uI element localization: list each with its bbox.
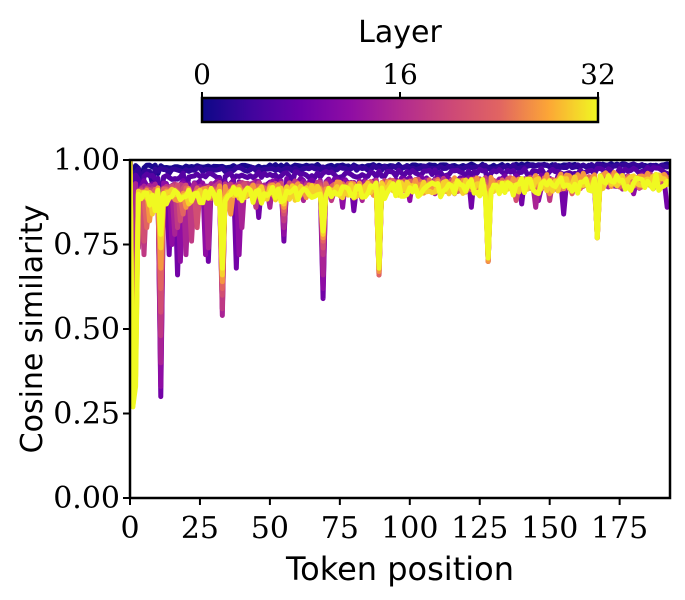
y-tick-label: 0.25 [53, 397, 120, 432]
x-tick-label: 75 [321, 511, 359, 546]
y-tick-label: 0.50 [53, 312, 120, 347]
x-axis: 0 25 50 75 100 125 150 175 [120, 498, 648, 546]
x-tick-label: 25 [181, 511, 219, 546]
series-line-layer-32 [130, 160, 670, 410]
colorbar-label: Layer [358, 15, 442, 50]
x-tick-label: 175 [591, 511, 648, 546]
colorbar-tick-label: 32 [580, 58, 616, 91]
series-group [130, 160, 670, 410]
y-tick-label: 1.00 [53, 143, 120, 178]
series-line-layer-3 [130, 160, 670, 204]
colorbar-ticks: 0 16 32 [193, 58, 616, 98]
colorbar-tick-label: 16 [382, 58, 418, 91]
x-tick-label: 150 [521, 511, 578, 546]
colorbar [200, 96, 600, 124]
y-tick-label: 0.75 [53, 228, 120, 263]
x-axis-label: Token position [285, 550, 514, 588]
x-tick-label: 50 [251, 511, 289, 546]
y-axis: 0.00 0.25 0.50 0.75 1.00 [53, 143, 130, 516]
x-tick-label: 100 [381, 511, 438, 546]
x-tick-label: 0 [120, 511, 139, 546]
x-tick-label: 125 [451, 511, 508, 546]
colorbar-tick-label: 0 [193, 58, 211, 91]
y-axis-label: Cosine similarity [15, 205, 50, 454]
y-tick-label: 0.00 [53, 481, 120, 516]
